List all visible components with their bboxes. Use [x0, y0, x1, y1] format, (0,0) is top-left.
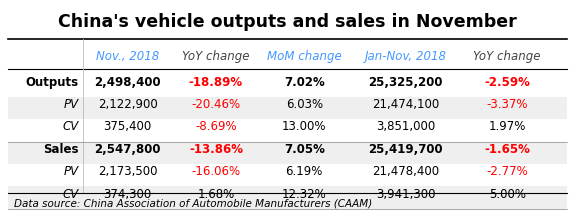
Text: 1.97%: 1.97% — [489, 120, 526, 133]
Text: China's vehicle outputs and sales in November: China's vehicle outputs and sales in Nov… — [58, 13, 517, 31]
Text: -16.06%: -16.06% — [191, 165, 240, 178]
Text: Data source: China Association of Automobile Manufacturers (CAAM): Data source: China Association of Automo… — [14, 198, 372, 208]
Text: 12.32%: 12.32% — [282, 187, 327, 201]
Text: 2,122,900: 2,122,900 — [98, 98, 158, 111]
Text: Outputs: Outputs — [26, 76, 79, 89]
Text: -13.86%: -13.86% — [189, 143, 243, 156]
Text: 5.00%: 5.00% — [489, 187, 526, 201]
Text: 21,474,100: 21,474,100 — [372, 98, 439, 111]
Text: Sales: Sales — [44, 143, 79, 156]
Bar — [8, 119, 567, 142]
Text: 6.03%: 6.03% — [286, 98, 323, 111]
Text: 2,547,800: 2,547,800 — [94, 143, 161, 156]
Text: MoM change: MoM change — [267, 50, 342, 63]
Text: 25,325,200: 25,325,200 — [369, 76, 443, 89]
Text: CV: CV — [63, 187, 79, 201]
Text: 374,300: 374,300 — [104, 187, 152, 201]
Text: -20.46%: -20.46% — [191, 98, 240, 111]
Text: PV: PV — [64, 98, 79, 111]
Bar — [8, 75, 567, 97]
Text: 375,400: 375,400 — [104, 120, 152, 133]
Text: -2.59%: -2.59% — [484, 76, 530, 89]
Text: -18.89%: -18.89% — [189, 76, 243, 89]
Text: 25,419,700: 25,419,700 — [369, 143, 443, 156]
Text: 2,173,500: 2,173,500 — [98, 165, 158, 178]
Text: CV: CV — [63, 120, 79, 133]
Text: Jan-Nov, 2018: Jan-Nov, 2018 — [365, 50, 447, 63]
Text: 2,498,400: 2,498,400 — [94, 76, 161, 89]
Text: 6.19%: 6.19% — [286, 165, 323, 178]
Text: 3,941,300: 3,941,300 — [376, 187, 435, 201]
Text: 7.05%: 7.05% — [284, 143, 325, 156]
Text: 7.02%: 7.02% — [284, 76, 325, 89]
Text: -8.69%: -8.69% — [195, 120, 237, 133]
Text: YoY change: YoY change — [473, 50, 541, 63]
Text: Nov., 2018: Nov., 2018 — [96, 50, 159, 63]
Text: PV: PV — [64, 165, 79, 178]
Bar — [8, 164, 567, 186]
Bar — [8, 97, 567, 119]
Text: YoY change: YoY change — [182, 50, 250, 63]
Text: 13.00%: 13.00% — [282, 120, 327, 133]
Text: -3.37%: -3.37% — [486, 98, 528, 111]
Text: 1.68%: 1.68% — [197, 187, 235, 201]
Bar — [8, 186, 567, 209]
Text: 21,478,400: 21,478,400 — [372, 165, 439, 178]
Text: -2.77%: -2.77% — [486, 165, 528, 178]
Text: 3,851,000: 3,851,000 — [376, 120, 435, 133]
Text: -1.65%: -1.65% — [484, 143, 530, 156]
Bar — [8, 142, 567, 164]
